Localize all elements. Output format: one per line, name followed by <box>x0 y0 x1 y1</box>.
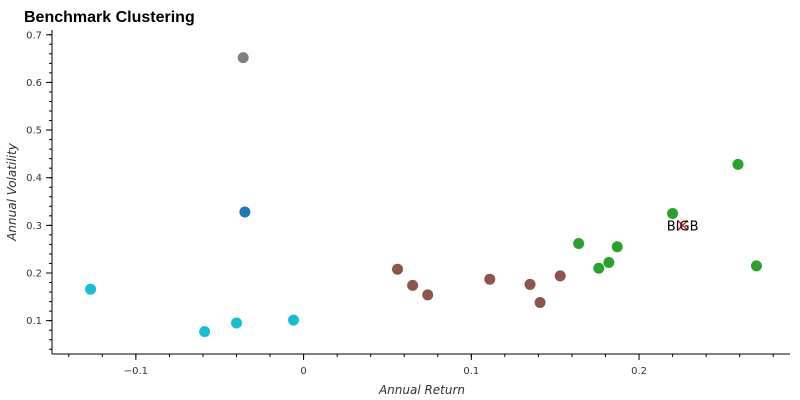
y-tick-label: 0.1 <box>26 316 42 327</box>
scatter-point <box>407 279 419 291</box>
annotations: BIGB <box>667 219 699 234</box>
y-tick-label: 0.5 <box>26 126 42 137</box>
y-tick-label: 0.6 <box>26 78 42 89</box>
y-tick-label: 0.7 <box>26 30 42 41</box>
y-tick-label: 0.2 <box>26 269 42 280</box>
scatter-point <box>288 314 300 326</box>
scatter-point <box>85 283 97 295</box>
scatter-point <box>524 278 536 290</box>
scatter-point <box>750 260 762 272</box>
scatter-point <box>534 297 546 309</box>
scatter-point <box>231 317 242 329</box>
scatter-point <box>732 158 744 170</box>
x-tick-label: 0 <box>300 366 306 377</box>
data-points <box>85 52 762 338</box>
scatter-point <box>554 270 566 282</box>
annotation-marker <box>677 219 689 231</box>
y-tick-label: 0.4 <box>26 173 42 184</box>
x-axis-label: Annual Return <box>378 383 465 397</box>
scatter-point <box>593 262 605 274</box>
scatter-point <box>484 273 496 285</box>
y-tick-label: 0.3 <box>26 221 42 232</box>
scatter-point <box>603 257 615 269</box>
scatter-point <box>239 206 251 218</box>
scatter-point <box>237 52 249 64</box>
x-tick-label: 0.1 <box>463 366 479 377</box>
scatter-point <box>667 207 679 219</box>
x-tick-label: −0.1 <box>124 366 148 377</box>
scatter-point <box>392 263 404 275</box>
y-axis-label: Annual Volatility <box>5 142 19 241</box>
scatter-point <box>573 237 585 249</box>
x-tick-label: 0.2 <box>631 366 647 377</box>
scatter-point <box>199 326 211 338</box>
axes: −0.1 0 0.1 0.2 0.1 0.2 0.3 0.4 0.5 0.6 0.7 <box>26 30 790 377</box>
chart-title: Benchmark Clustering <box>24 9 195 26</box>
scatter-point <box>611 241 623 253</box>
scatter-point <box>422 289 434 301</box>
annotation-label: BIGB <box>667 219 699 234</box>
